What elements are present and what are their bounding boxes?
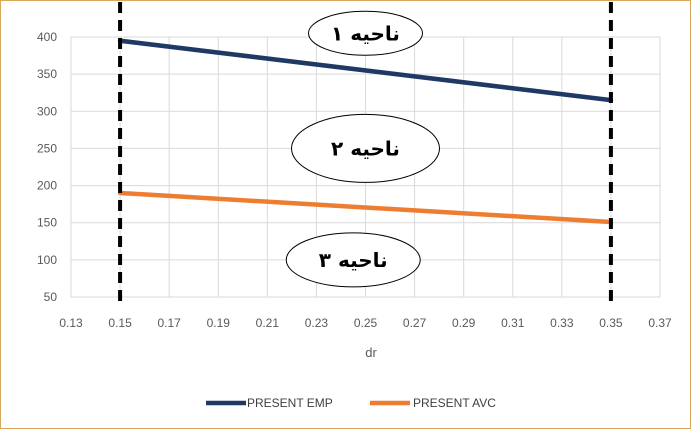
region-ellipse (285, 232, 421, 288)
x-tick-label: 0.23 (305, 316, 329, 330)
x-tick-label: 0.27 (403, 316, 427, 330)
legend-label: PRESENT EMP (247, 396, 333, 410)
x-tick-label: 0.25 (354, 316, 378, 330)
y-tick-labels: 50 100 150 200 250 300 350 400 (37, 30, 57, 304)
region-label-1: ناحیه ۱ (308, 10, 423, 56)
x-tick-label: 0.17 (157, 316, 181, 330)
x-tick-labels: 0.13 0.15 0.17 0.19 0.21 0.23 0.25 0.27 0.29 0.31… (59, 316, 672, 330)
legend: PRESENT EMP PRESENT AVC (206, 396, 496, 410)
x-tick-label: 0.15 (108, 316, 132, 330)
x-tick-label: 0.37 (648, 316, 672, 330)
marker-layer (118, 2, 613, 303)
legend-item-present-avc: PRESENT AVC (370, 396, 496, 410)
y-tick-label: 150 (37, 216, 57, 230)
region-label-text: ناحیه ۲ (331, 136, 400, 160)
x-tick-label: 0.21 (256, 316, 280, 330)
x-tick-label: 0.13 (59, 316, 83, 330)
series-line-present-emp (117, 38, 614, 103)
legend-item-present-emp: PRESENT EMP (206, 396, 333, 410)
region-ellipse (308, 10, 423, 56)
region-label-text: ناحیه ۱ (331, 21, 400, 45)
series-line-present-avc (117, 190, 614, 225)
x-tick-label: 0.35 (599, 316, 623, 330)
region-label-2: ناحیه ۲ (291, 113, 440, 183)
x-tick-label: 0.29 (452, 316, 476, 330)
series-layer (117, 38, 614, 225)
y-tick-label: 100 (37, 253, 57, 267)
annotation-layer: ناحیه ۱ ناحیه ۲ ناحیه ۳ (285, 10, 440, 288)
x-axis-title: dr (365, 345, 377, 360)
legend-label: PRESENT AVC (413, 396, 496, 410)
y-tick-label: 50 (44, 290, 58, 304)
region-ellipse (291, 113, 440, 183)
x-tick-label: 0.19 (207, 316, 231, 330)
x-tick-label: 0.31 (501, 316, 525, 330)
y-tick-label: 400 (37, 30, 57, 44)
region-label-text: ناحیه ۳ (319, 248, 388, 272)
y-tick-label: 300 (37, 104, 57, 118)
y-tick-label: 250 (37, 141, 57, 155)
x-tick-label: 0.33 (550, 316, 574, 330)
region-label-3: ناحیه ۳ (285, 232, 421, 288)
y-tick-label: 200 (37, 179, 57, 193)
y-tick-label: 350 (37, 67, 57, 81)
